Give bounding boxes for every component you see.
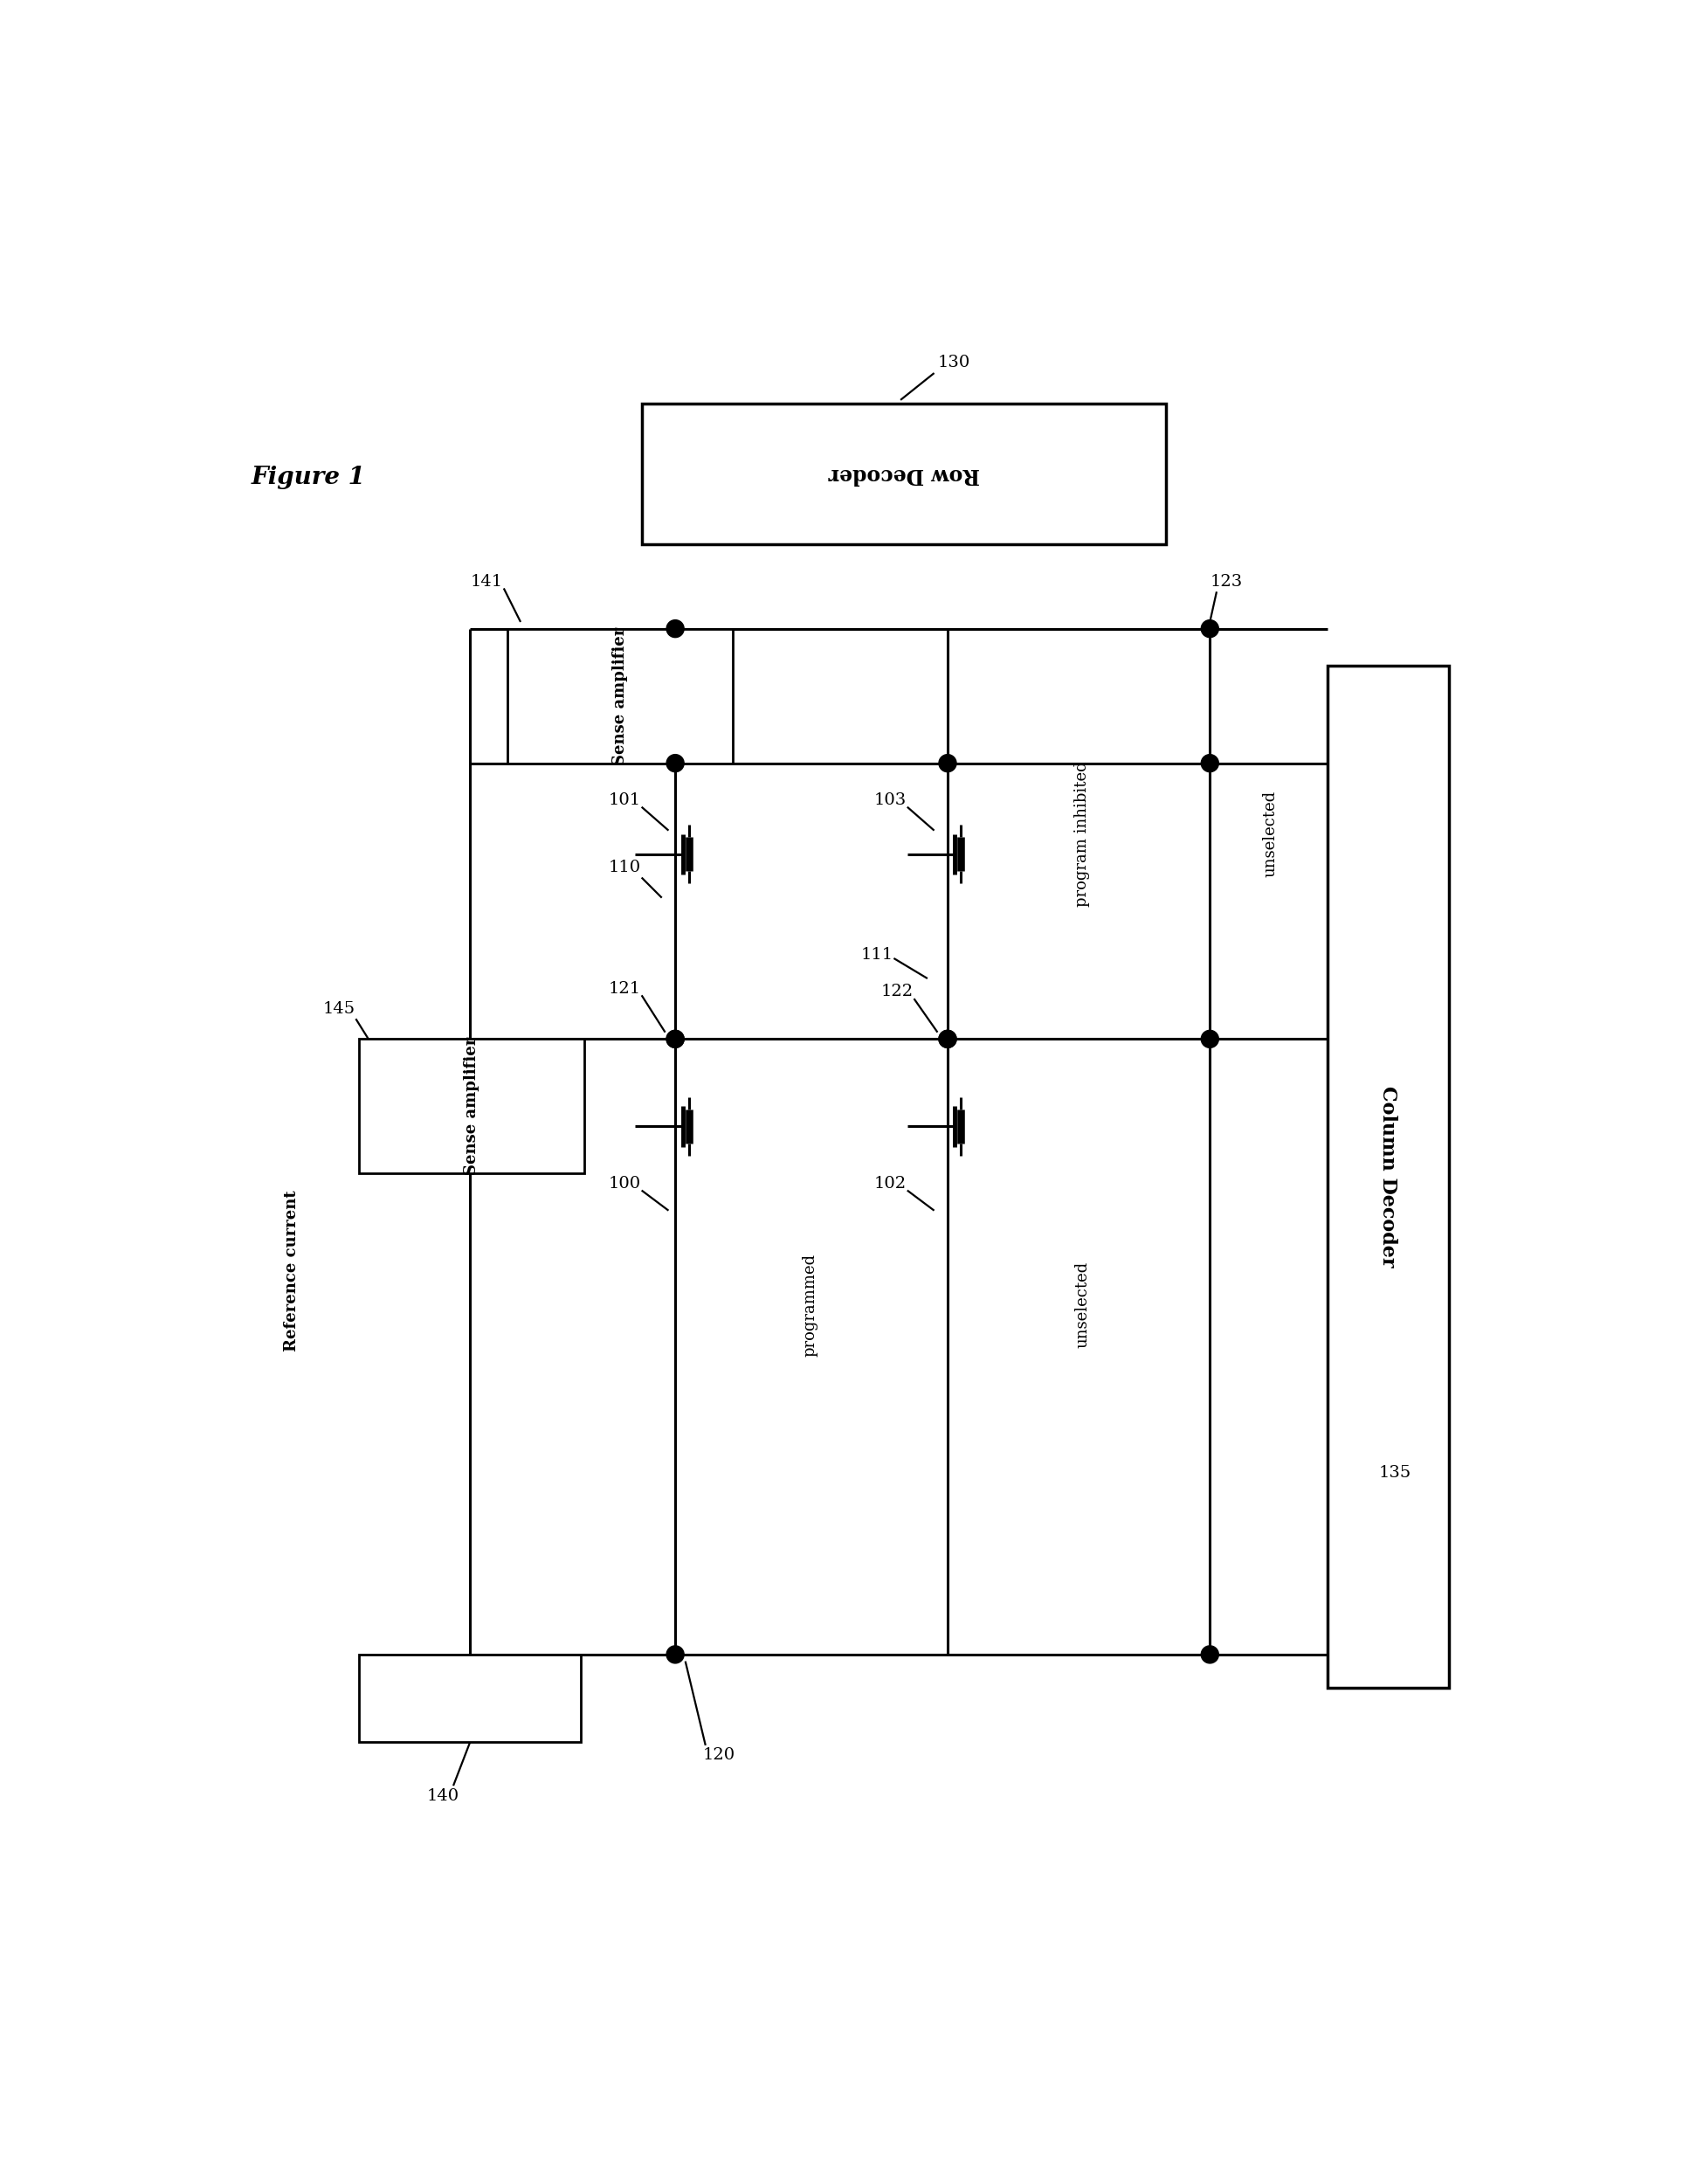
Circle shape	[666, 1647, 683, 1664]
Text: 111: 111	[860, 948, 894, 963]
Bar	[358, 1040, 584, 1173]
Circle shape	[1202, 620, 1218, 638]
Text: 122: 122	[880, 985, 914, 1000]
Text: Row Decoder: Row Decoder	[828, 463, 980, 485]
Circle shape	[939, 753, 956, 771]
Text: 100: 100	[609, 1175, 641, 1192]
Text: unselected: unselected	[1074, 1262, 1091, 1348]
Circle shape	[666, 1031, 683, 1048]
Text: 101: 101	[609, 793, 641, 808]
Circle shape	[666, 620, 683, 638]
Text: 110: 110	[609, 860, 641, 876]
Circle shape	[939, 1031, 956, 1048]
Circle shape	[1202, 753, 1218, 771]
Text: 140: 140	[427, 1789, 459, 1804]
Bar	[1328, 666, 1449, 1688]
Text: 135: 135	[1378, 1465, 1410, 1481]
Circle shape	[1202, 1647, 1218, 1664]
Text: Sense amplifier: Sense amplifier	[465, 1037, 480, 1175]
Text: 145: 145	[323, 1000, 355, 1016]
Text: unselected: unselected	[1262, 791, 1279, 878]
Text: Figure 1: Figure 1	[251, 465, 365, 489]
Text: 121: 121	[609, 981, 641, 996]
Text: 123: 123	[1210, 574, 1244, 590]
Circle shape	[1202, 1031, 1218, 1048]
Bar	[358, 1655, 581, 1743]
Text: Column Decoder: Column Decoder	[1378, 1085, 1397, 1267]
Text: 102: 102	[873, 1175, 907, 1192]
Text: programmed: programmed	[801, 1254, 818, 1356]
Circle shape	[939, 1031, 956, 1048]
Text: 130: 130	[937, 356, 971, 371]
Text: 141: 141	[471, 574, 503, 590]
Text: Reference current: Reference current	[284, 1190, 300, 1352]
Text: 120: 120	[703, 1747, 735, 1762]
Circle shape	[666, 753, 683, 771]
Bar	[507, 629, 732, 762]
Text: Sense amplifier: Sense amplifier	[613, 627, 628, 764]
Text: program inhibited: program inhibited	[1074, 760, 1091, 906]
Bar	[641, 404, 1166, 544]
Text: 103: 103	[873, 793, 907, 808]
Circle shape	[666, 1031, 683, 1048]
